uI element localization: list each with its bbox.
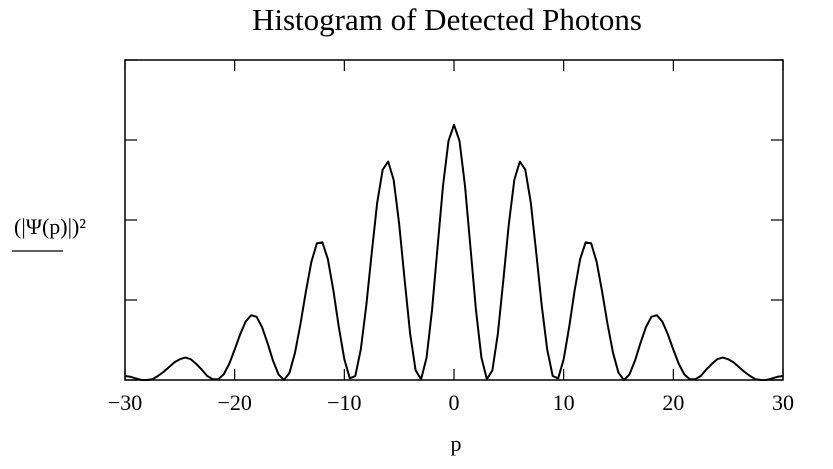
data-line [124, 123, 784, 381]
x-tick-label: 10 [553, 390, 575, 415]
x-tick-label: 30 [772, 390, 794, 415]
x-axis-label: p [451, 431, 462, 456]
x-tick-label: −30 [108, 390, 142, 415]
x-tick-label: 20 [662, 390, 684, 415]
y-axis-label: (|Ψ(p)|)² [14, 214, 86, 239]
x-tick-label: −10 [327, 390, 361, 415]
x-tick-label: 0 [449, 390, 460, 415]
plot-frame [124, 59, 784, 381]
x-tick-label: −20 [217, 390, 251, 415]
chart-title: Histogram of Detected Photons [252, 2, 642, 37]
